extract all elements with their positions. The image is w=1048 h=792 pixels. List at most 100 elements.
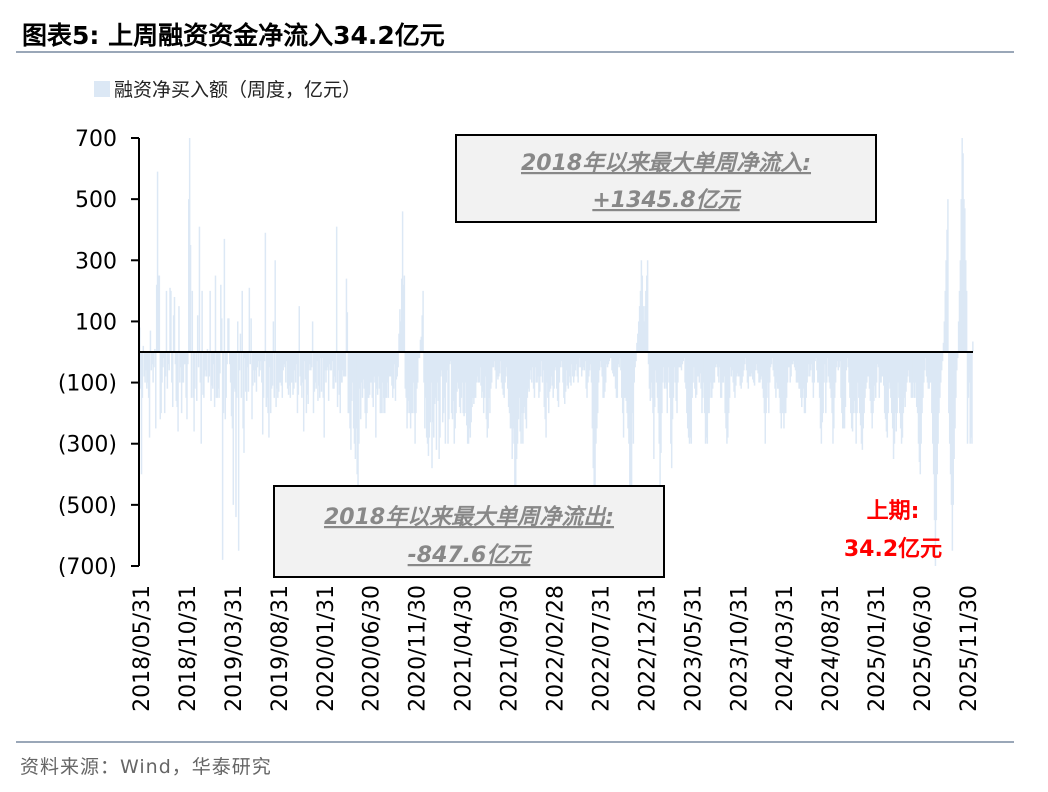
bar: [278, 352, 280, 392]
bar: [928, 352, 930, 389]
bar: [398, 333, 400, 352]
bar: [755, 352, 758, 365]
bar: [294, 352, 296, 371]
bar: [955, 352, 957, 398]
bar: [770, 352, 773, 365]
bar: [491, 352, 494, 368]
bar: [774, 352, 776, 389]
bar: [340, 352, 342, 383]
bar: [701, 352, 703, 414]
bar: [252, 352, 254, 386]
bar: [791, 352, 793, 365]
bar: [344, 352, 347, 377]
bar: [457, 352, 459, 383]
bar: [752, 352, 755, 383]
bar: [707, 352, 709, 414]
x-tick-label: 2025/06/30: [911, 585, 936, 712]
bar: [547, 352, 550, 414]
bar: [711, 352, 714, 389]
bar: [202, 352, 204, 395]
x-tick-label: 2023/10/31: [727, 585, 752, 712]
bar: [564, 352, 566, 404]
bar: [587, 352, 589, 383]
bar: [724, 352, 726, 414]
bar: [279, 352, 282, 383]
bar: [684, 352, 686, 383]
bar: [561, 352, 563, 368]
bar: [367, 352, 369, 398]
bar: [916, 352, 919, 414]
bar: [338, 352, 341, 395]
bar: [147, 352, 149, 383]
bar: [329, 352, 332, 371]
bar: [801, 352, 804, 398]
bar: [544, 352, 546, 420]
bar: [574, 352, 577, 371]
bar: [633, 352, 636, 383]
bar: [598, 352, 601, 371]
bar: [321, 352, 324, 359]
bar: [550, 352, 553, 377]
bar: [578, 352, 580, 368]
bar: [183, 352, 186, 365]
bar: [851, 352, 854, 432]
bar: [539, 352, 542, 377]
bar: [777, 352, 780, 389]
bar: [581, 352, 584, 371]
bar: [198, 226, 201, 352]
bar: [803, 352, 806, 414]
bar: [470, 352, 472, 423]
bar: [956, 352, 959, 359]
bar: [555, 352, 557, 368]
bar: [494, 352, 497, 371]
bar: [719, 352, 722, 398]
bar: [606, 352, 609, 368]
bar: [549, 352, 552, 389]
bar: [743, 352, 745, 371]
bar: [703, 352, 705, 383]
bar: [722, 352, 725, 383]
bar: [864, 352, 866, 398]
bar: [328, 352, 331, 365]
bar: [940, 352, 942, 383]
bar: [617, 352, 619, 365]
bar: [657, 352, 660, 414]
bar: [241, 290, 243, 352]
bar: [531, 352, 534, 368]
bar: [440, 352, 442, 377]
bar: [692, 352, 694, 383]
bar: [179, 352, 182, 368]
bar: [742, 352, 744, 377]
bar: [315, 352, 317, 389]
bar: [249, 352, 251, 365]
bar: [597, 352, 600, 383]
bar: [319, 352, 322, 359]
bar: [181, 352, 184, 383]
bar: [533, 352, 536, 398]
max-outflow-value: -847.6亿元: [408, 543, 533, 568]
bar: [407, 352, 409, 414]
bar: [935, 352, 938, 521]
bar: [499, 352, 502, 362]
bar: [642, 306, 644, 352]
bar: [282, 352, 284, 371]
bar: [693, 352, 695, 368]
bar: [322, 352, 325, 398]
bar: [262, 352, 265, 398]
bar: [492, 352, 495, 368]
bar: [806, 352, 808, 383]
bar: [808, 352, 810, 365]
bar: [291, 352, 293, 383]
bar: [396, 352, 398, 377]
bar: [725, 352, 727, 429]
bar: [455, 352, 457, 414]
bar: [735, 352, 737, 386]
bar: [952, 352, 954, 505]
bar: [143, 352, 145, 377]
bar: [466, 352, 469, 444]
bar: [200, 352, 202, 444]
bar: [644, 306, 646, 352]
bar: [351, 352, 354, 383]
bar: [825, 352, 828, 383]
